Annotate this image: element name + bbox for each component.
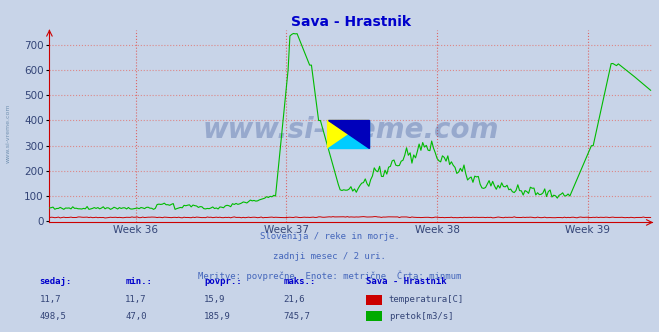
Text: 21,6: 21,6 [283,295,305,304]
Text: pretok[m3/s]: pretok[m3/s] [389,312,453,321]
Polygon shape [328,121,369,148]
Text: 15,9: 15,9 [204,295,226,304]
Text: sedaj:: sedaj: [40,277,72,286]
Text: povpr.:: povpr.: [204,277,242,286]
Text: Slovenija / reke in morje.: Slovenija / reke in morje. [260,232,399,241]
Text: 498,5: 498,5 [40,312,67,321]
Polygon shape [328,121,369,148]
Text: 47,0: 47,0 [125,312,147,321]
Text: Sava - Hrastnik: Sava - Hrastnik [366,277,446,286]
Text: 11,7: 11,7 [125,295,147,304]
Text: zadnji mesec / 2 uri.: zadnji mesec / 2 uri. [273,252,386,261]
Polygon shape [328,121,369,148]
Title: Sava - Hrastnik: Sava - Hrastnik [291,15,411,29]
Text: www.si-vreme.com: www.si-vreme.com [5,103,11,163]
Text: min.:: min.: [125,277,152,286]
Text: 185,9: 185,9 [204,312,231,321]
Text: 11,7: 11,7 [40,295,61,304]
Text: 745,7: 745,7 [283,312,310,321]
Text: temperatura[C]: temperatura[C] [389,295,464,304]
Text: Meritve: povprečne  Enote: metrične  Črta: minmum: Meritve: povprečne Enote: metrične Črta:… [198,271,461,282]
Text: maks.:: maks.: [283,277,316,286]
Text: www.si-vreme.com: www.si-vreme.com [203,116,499,144]
